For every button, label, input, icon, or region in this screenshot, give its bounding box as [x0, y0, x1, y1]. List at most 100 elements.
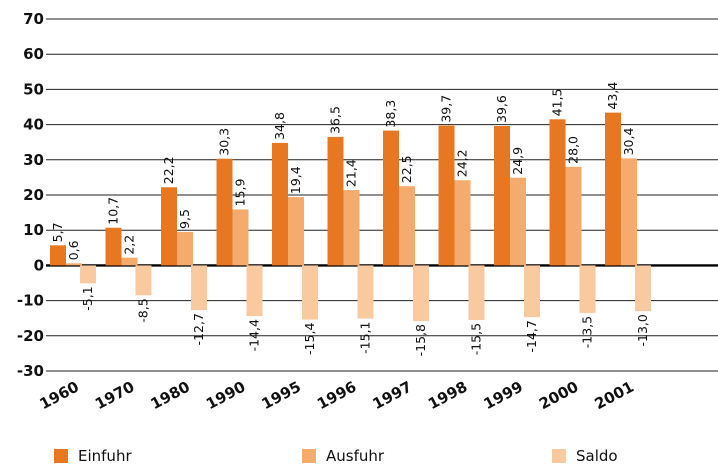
data-label: -5,1	[80, 286, 95, 310]
x-tick-label: 1999	[481, 378, 526, 413]
bar-saldo	[635, 265, 651, 312]
data-label: -15,1	[358, 322, 373, 354]
data-label: 22,2	[161, 156, 176, 184]
y-tick-label: 0	[34, 256, 44, 274]
x-tick-label: 1970	[92, 378, 137, 413]
x-tick-label: 1995	[259, 378, 304, 413]
data-label: 30,4	[621, 128, 636, 156]
legend: Einfuhr Ausfuhr Saldo	[54, 447, 618, 465]
bar-ausfuhr	[510, 177, 526, 266]
bar-saldo	[191, 265, 207, 311]
bar-saldo	[468, 265, 485, 320]
legend-swatch-saldo	[552, 449, 566, 463]
data-label: 34,8	[272, 112, 287, 140]
bar-saldo	[413, 265, 429, 322]
bar-einfuhr	[438, 125, 455, 266]
bar-saldo	[302, 265, 318, 320]
gridlines	[46, 18, 718, 372]
y-tick-label: -20	[17, 327, 44, 345]
bar-ausfuhr	[565, 166, 582, 266]
bar-einfuhr	[605, 112, 621, 266]
bar-einfuhr	[216, 158, 233, 266]
data-labels: 5,70,6 -5,1 10,72,2 -8,5 22,2 9,5 -12,7 30,3 15,…	[50, 82, 650, 357]
bar-einfuhr	[161, 187, 177, 266]
bar-ausfuhr	[232, 209, 249, 266]
legend-swatch-einfuhr	[54, 449, 68, 463]
bar-saldo	[135, 265, 152, 296]
bar-ausfuhr	[177, 231, 193, 266]
y-tick-label: -30	[17, 362, 44, 380]
bar-einfuhr	[327, 136, 344, 266]
x-tick-label: 1990	[203, 378, 248, 413]
data-label: -14,7	[524, 320, 539, 352]
y-tick-label: 70	[23, 10, 44, 28]
x-tick-label: 1996	[314, 378, 359, 413]
y-tick-label: 60	[23, 45, 44, 63]
y-tick-label: -10	[17, 292, 44, 310]
bar-saldo	[80, 265, 96, 284]
bar-ausfuhr	[121, 257, 138, 266]
data-label: -14,4	[247, 319, 262, 351]
y-axis: -30 -20 -10 0 10 20 30 40 50 60 70	[17, 10, 44, 380]
bar-einfuhr	[494, 126, 510, 266]
data-label: -15,4	[302, 323, 317, 355]
bar-ausfuhr	[399, 186, 415, 266]
y-tick-label: 30	[23, 151, 44, 169]
data-label: 39,7	[439, 95, 454, 123]
data-label: 19,4	[288, 166, 303, 194]
data-label: -8,5	[136, 298, 151, 322]
data-label: 38,3	[383, 100, 398, 128]
bar-ausfuhr	[66, 263, 82, 266]
x-tick-label: 2000	[536, 378, 581, 413]
y-tick-label: 50	[23, 80, 44, 98]
bar-einfuhr	[383, 130, 399, 266]
bar-saldo	[579, 265, 596, 313]
x-tick-label: 2001	[592, 378, 637, 413]
data-label: -13,5	[580, 316, 595, 348]
bar-einfuhr	[105, 227, 122, 266]
bar-einfuhr	[272, 142, 288, 266]
bar-ausfuhr	[454, 180, 471, 266]
x-axis: 1960 1970 1980 1990 1995 1996 1997 1998 1999 2000…	[37, 378, 637, 413]
data-label: 39,6	[494, 95, 509, 123]
data-label: 21,4	[344, 159, 359, 187]
data-label: 30,3	[217, 128, 232, 156]
data-label: 5,7	[50, 222, 65, 242]
bar-ausfuhr	[288, 197, 304, 266]
bars	[50, 112, 651, 322]
bar-saldo	[246, 265, 263, 317]
bar-ausfuhr	[343, 190, 360, 266]
y-tick-label: 20	[23, 186, 44, 204]
x-tick-label: 1980	[148, 378, 193, 413]
data-label: 22,5	[399, 155, 414, 183]
x-tick-label: 1998	[425, 378, 470, 413]
x-tick-label: 1960	[37, 378, 82, 413]
x-tick-label: 1997	[370, 378, 415, 413]
data-label: -15,8	[413, 324, 428, 356]
legend-label-saldo: Saldo	[576, 447, 618, 465]
data-label: 28,0	[566, 136, 581, 164]
bar-saldo	[524, 265, 540, 318]
data-label: 0,6	[66, 240, 81, 260]
y-tick-label: 10	[23, 221, 44, 239]
data-label: 2,2	[122, 235, 137, 255]
data-label: -13,0	[635, 314, 650, 346]
data-label: 24,9	[510, 147, 525, 175]
data-label: 24,2	[455, 149, 470, 177]
data-label: -12,7	[191, 313, 206, 345]
data-label: 15,9	[233, 179, 248, 207]
data-label: 10,7	[106, 197, 121, 225]
legend-label-einfuhr: Einfuhr	[78, 447, 132, 465]
y-tick-label: 40	[23, 116, 44, 134]
data-label: 36,5	[328, 106, 343, 134]
data-label: -15,5	[469, 323, 484, 355]
bar-saldo	[357, 265, 374, 319]
legend-label-ausfuhr: Ausfuhr	[326, 447, 385, 465]
legend-swatch-ausfuhr	[302, 449, 316, 463]
data-label: 9,5	[177, 209, 192, 229]
bar-ausfuhr	[621, 158, 637, 266]
data-label: 43,4	[605, 82, 620, 110]
bar-einfuhr	[50, 245, 66, 266]
data-label: 41,5	[550, 88, 565, 116]
